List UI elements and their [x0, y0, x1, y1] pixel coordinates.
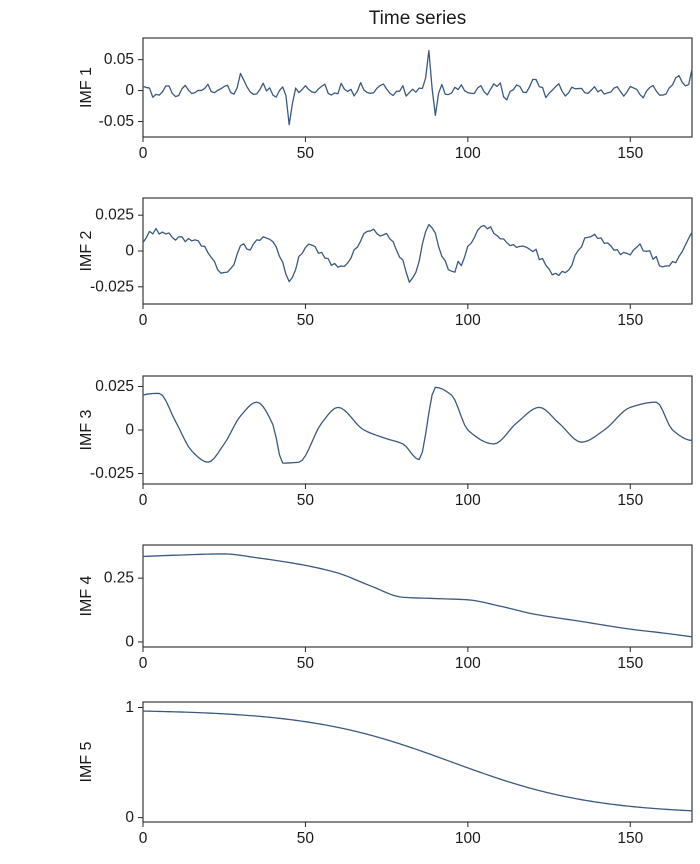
svg-text:0.025: 0.025	[95, 378, 134, 395]
svg-text:0: 0	[139, 492, 148, 509]
svg-text:100: 100	[455, 830, 481, 847]
svg-text:50: 50	[297, 830, 315, 847]
svg-text:100: 100	[455, 492, 481, 509]
svg-text:50: 50	[297, 492, 315, 509]
svg-text:-0.025: -0.025	[90, 278, 134, 295]
svg-text:IMF 5: IMF 5	[78, 741, 95, 782]
svg-text:100: 100	[455, 312, 481, 329]
svg-text:150: 150	[617, 312, 643, 329]
svg-text:1: 1	[125, 699, 134, 716]
svg-text:-0.05: -0.05	[99, 113, 134, 130]
svg-text:Time series: Time series	[369, 8, 466, 29]
svg-text:150: 150	[617, 830, 643, 847]
svg-text:150: 150	[617, 492, 643, 509]
svg-text:IMF 1: IMF 1	[78, 67, 95, 108]
svg-text:0: 0	[139, 655, 148, 672]
svg-text:IMF 4: IMF 4	[78, 575, 95, 616]
svg-text:0: 0	[125, 422, 134, 439]
svg-text:50: 50	[297, 655, 315, 672]
svg-text:100: 100	[455, 145, 481, 162]
svg-text:0: 0	[139, 830, 148, 847]
svg-text:0: 0	[125, 82, 134, 99]
svg-text:0: 0	[139, 145, 148, 162]
svg-text:0: 0	[125, 809, 134, 826]
svg-text:100: 100	[455, 655, 481, 672]
svg-text:0: 0	[125, 633, 134, 650]
svg-text:0.025: 0.025	[95, 207, 134, 224]
svg-text:50: 50	[297, 145, 315, 162]
svg-text:0.25: 0.25	[104, 570, 134, 587]
svg-text:IMF 2: IMF 2	[78, 230, 95, 271]
svg-text:0: 0	[139, 312, 148, 329]
svg-text:0: 0	[125, 243, 134, 260]
svg-text:50: 50	[297, 312, 315, 329]
svg-text:150: 150	[617, 655, 643, 672]
svg-text:150: 150	[617, 145, 643, 162]
svg-text:IMF 3: IMF 3	[78, 409, 95, 450]
svg-text:-0.025: -0.025	[90, 465, 134, 482]
svg-text:0.05: 0.05	[104, 51, 134, 68]
